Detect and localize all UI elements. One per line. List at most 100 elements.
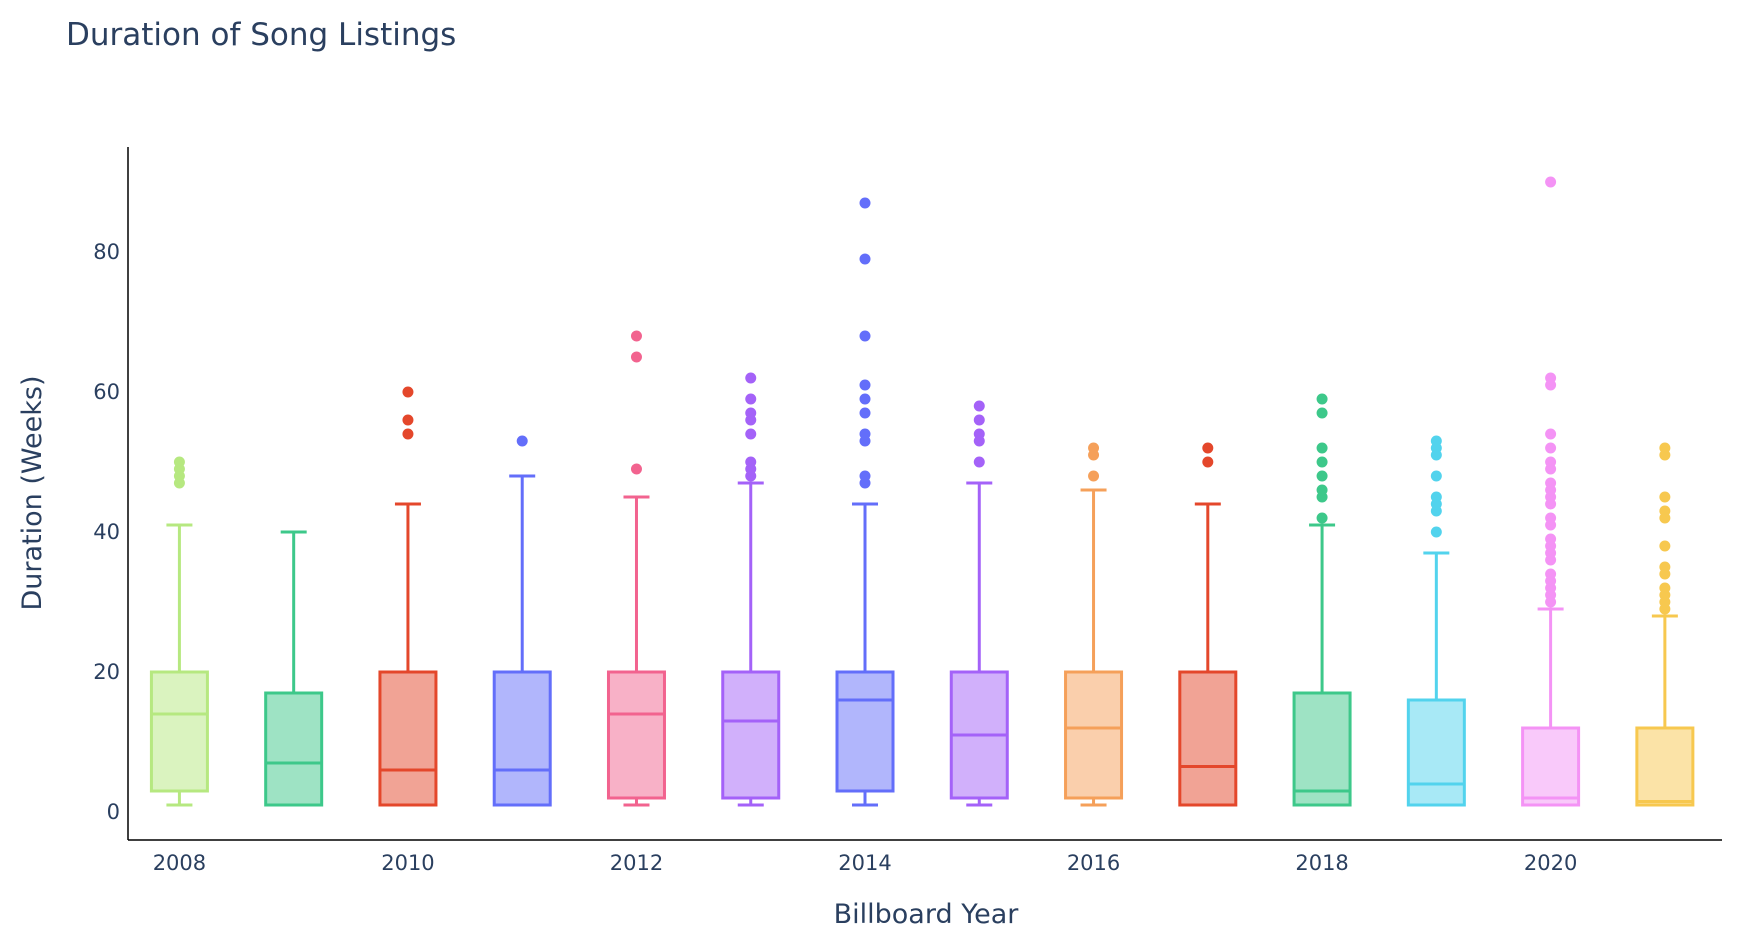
chart-title: Duration of Song Listings (66, 17, 456, 53)
outlier-point (973, 428, 985, 440)
outlier-point (630, 351, 642, 363)
outlier-point (745, 428, 757, 440)
box-iqr (378, 670, 438, 807)
outlier-point (1202, 456, 1214, 468)
box-2018 (1292, 393, 1352, 807)
outlier-point (1545, 176, 1557, 188)
x-axis-title: Billboard Year (834, 899, 1020, 930)
box-iqr (492, 670, 552, 807)
outlier-point (859, 393, 871, 405)
box-2017 (1178, 442, 1238, 807)
outlier-point (1659, 505, 1671, 517)
outlier-point (1430, 470, 1442, 482)
y-tick-label: 0 (107, 800, 120, 824)
box-iqr (721, 670, 781, 800)
outlier-point (630, 463, 642, 475)
outlier-point (745, 393, 757, 405)
box-iqr (835, 670, 895, 793)
outlier-point (745, 372, 757, 384)
outlier-point (1545, 428, 1557, 440)
plot-area (149, 176, 1695, 807)
outlier-point (173, 456, 185, 468)
outlier-point (1430, 435, 1442, 447)
outlier-point (745, 456, 757, 468)
y-tick-label: 60 (93, 380, 120, 404)
box-2009 (264, 530, 324, 807)
outlier-point (1430, 491, 1442, 503)
outlier-point (1545, 477, 1557, 489)
box-2020 (1521, 176, 1581, 807)
outlier-point (516, 435, 528, 447)
y-axis-title: Duration (Weeks) (17, 376, 48, 611)
outlier-point (402, 428, 414, 440)
box-iqr (1521, 726, 1581, 807)
box-iqr (1635, 726, 1695, 807)
outlier-point (1659, 442, 1671, 454)
outlier-point (402, 386, 414, 398)
box-2011 (492, 435, 552, 807)
x-tick-label: 2020 (1524, 851, 1577, 875)
box-2008 (149, 456, 209, 807)
box-2016 (1064, 442, 1124, 807)
outlier-point (859, 330, 871, 342)
outlier-point (973, 414, 985, 426)
x-tick-label: 2008 (153, 851, 206, 875)
x-tick-label: 2014 (838, 851, 891, 875)
outlier-point (1545, 533, 1557, 545)
outlier-point (859, 407, 871, 419)
x-tick-label: 2018 (1295, 851, 1348, 875)
outlier-point (1545, 568, 1557, 580)
box-iqr (1292, 691, 1352, 807)
x-tick-label: 2016 (1067, 851, 1120, 875)
outlier-point (859, 470, 871, 482)
box-iqr (606, 670, 666, 800)
x-tick-label: 2012 (610, 851, 663, 875)
outlier-point (1316, 470, 1328, 482)
box-2021 (1635, 442, 1695, 807)
outlier-point (1316, 442, 1328, 454)
outlier-point (1545, 442, 1557, 454)
box-iqr (264, 691, 324, 807)
outlier-point (1659, 491, 1671, 503)
outlier-point (973, 400, 985, 412)
outlier-point (1659, 582, 1671, 594)
box-2012 (606, 330, 666, 807)
outlier-point (1088, 470, 1100, 482)
outlier-point (1316, 393, 1328, 405)
box-2015 (949, 400, 1009, 807)
box-iqr (1178, 670, 1238, 807)
y-tick-label: 20 (93, 660, 120, 684)
box-2014 (835, 197, 895, 807)
outlier-point (1659, 561, 1671, 573)
y-tick-label: 40 (93, 520, 120, 544)
outlier-point (859, 428, 871, 440)
box-iqr (149, 670, 209, 793)
outlier-point (1659, 540, 1671, 552)
box-2013 (721, 372, 781, 807)
box-iqr (1406, 698, 1466, 807)
x-axis: 2008 2010 2012 2014 2016 2018 2020 (128, 839, 1722, 875)
outlier-point (1088, 442, 1100, 454)
y-axis: 0 20 40 60 80 (93, 147, 129, 840)
outlier-point (1316, 484, 1328, 496)
outlier-point (1545, 456, 1557, 468)
y-tick-label: 80 (93, 240, 120, 264)
outlier-point (1545, 512, 1557, 524)
outlier-point (973, 456, 985, 468)
box-2019 (1406, 435, 1466, 807)
outlier-point (745, 407, 757, 419)
outlier-point (1316, 407, 1328, 419)
outlier-point (1316, 456, 1328, 468)
box-2010 (378, 386, 438, 807)
outlier-point (1202, 442, 1214, 454)
outlier-point (1316, 512, 1328, 524)
outlier-point (1545, 372, 1557, 384)
x-tick-label: 2010 (381, 851, 434, 875)
outlier-point (402, 414, 414, 426)
outlier-point (1430, 526, 1442, 538)
outlier-point (859, 197, 871, 209)
outlier-point (859, 253, 871, 265)
box-iqr (1064, 670, 1124, 800)
outlier-point (859, 379, 871, 391)
